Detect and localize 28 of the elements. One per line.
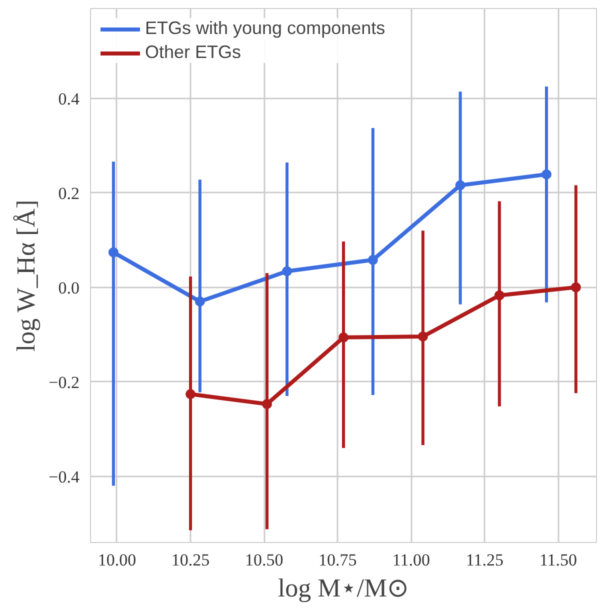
point bbox=[494, 290, 504, 300]
point bbox=[186, 389, 196, 400]
x-axis-title: log M⋆/M⊙ bbox=[278, 574, 410, 602]
point bbox=[418, 331, 428, 342]
legend-label: ETGs with young components bbox=[145, 18, 386, 39]
x-tick-label: 10.25 bbox=[171, 550, 210, 570]
point bbox=[108, 247, 118, 258]
point bbox=[282, 266, 292, 276]
y-tick-label: 0.4 bbox=[58, 89, 80, 108]
x-tick-label: 10.00 bbox=[98, 550, 136, 570]
point bbox=[541, 169, 552, 180]
point bbox=[262, 399, 272, 410]
y-tick-label: 0.2 bbox=[58, 184, 80, 203]
legend-label: Other ETGs bbox=[145, 42, 242, 63]
x-tick-label: 11.00 bbox=[392, 550, 430, 570]
point bbox=[194, 296, 205, 306]
point bbox=[338, 332, 348, 342]
x-tick-label: 10.75 bbox=[318, 550, 357, 570]
x-tick-label: 11.50 bbox=[539, 550, 578, 570]
y-tick-label: 0.0 bbox=[58, 278, 80, 298]
point bbox=[455, 180, 466, 190]
x-tick-label: 11.25 bbox=[466, 550, 504, 570]
point bbox=[368, 254, 378, 265]
point bbox=[570, 282, 581, 292]
y-axis-title: log W_Hα [Å] bbox=[12, 200, 41, 352]
y-tick-label: −0.4 bbox=[48, 467, 80, 486]
y-tick-label: −0.2 bbox=[48, 372, 80, 392]
x-tick-label: 10.50 bbox=[244, 550, 284, 570]
